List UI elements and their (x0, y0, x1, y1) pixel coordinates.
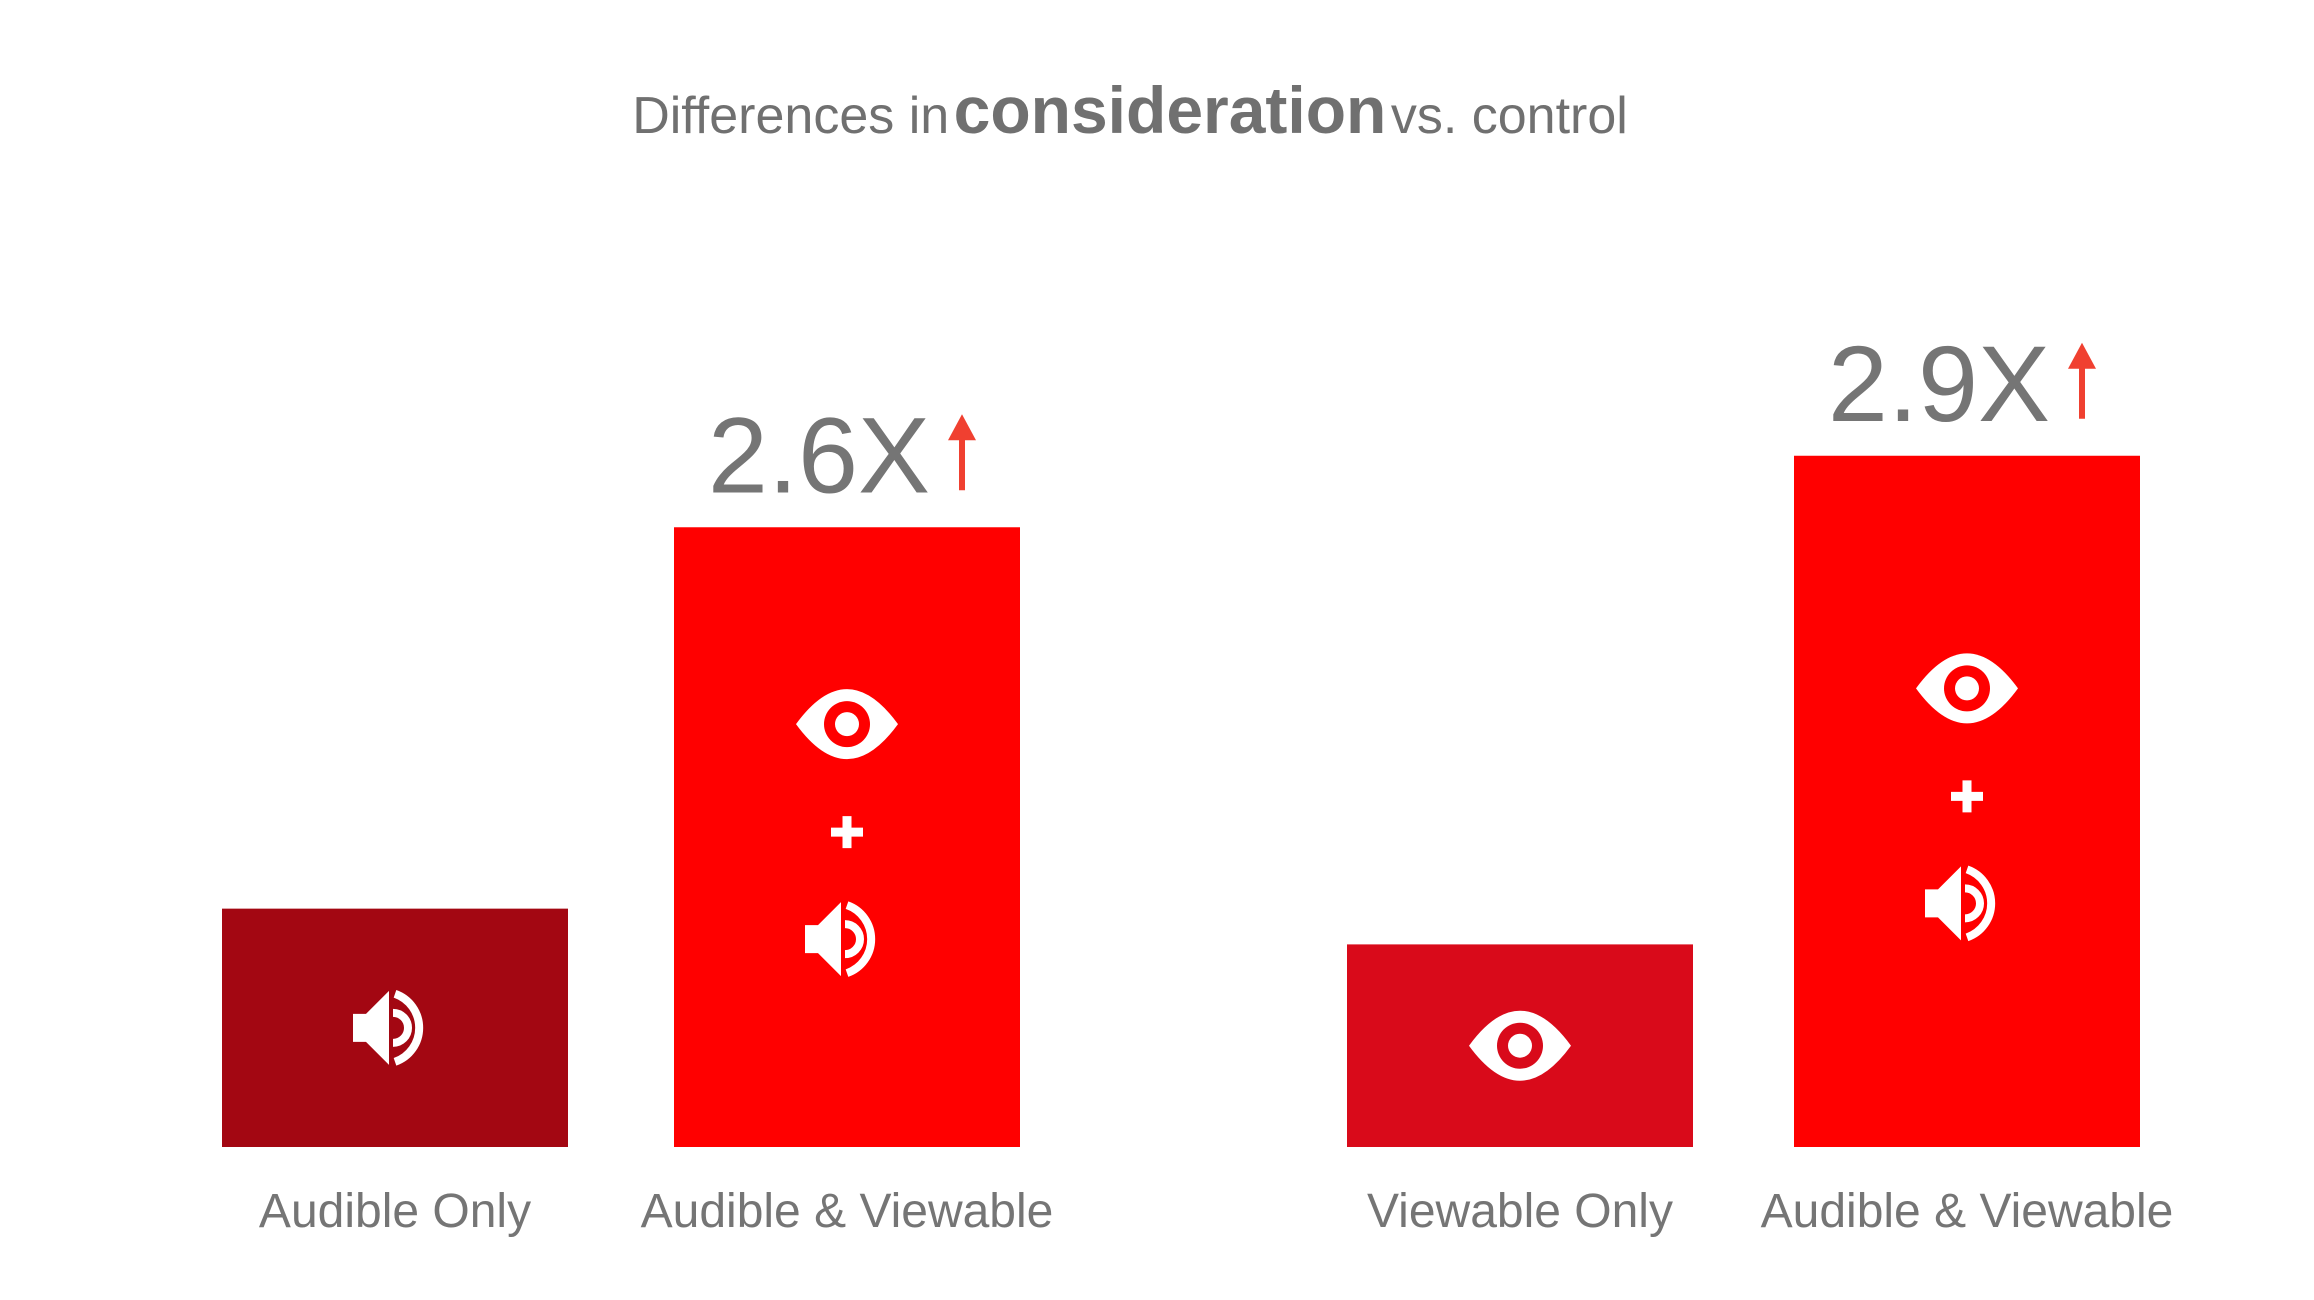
category-label: Audible Only (259, 1185, 531, 1238)
up-arrow-icon (948, 414, 976, 491)
category-label: Audible & Viewable (641, 1185, 1054, 1238)
bar-group (1794, 455, 2140, 1147)
category-label: Audible & Viewable (1761, 1185, 2174, 1238)
bar-group (222, 908, 568, 1147)
eye-icon (1916, 653, 2018, 724)
title-suffix: vs. control (1390, 87, 1628, 145)
category-label: Viewable Only (1367, 1185, 1673, 1238)
speaker-icon (353, 990, 424, 1066)
eye-icon (796, 689, 898, 760)
bar-group (674, 527, 1020, 1147)
bar-group (1347, 944, 1693, 1147)
plus-icon (831, 816, 863, 849)
title-prefix: Differences in (632, 87, 950, 145)
data-label: 2.6X (708, 394, 930, 515)
eye-icon (1469, 1010, 1571, 1081)
bar (222, 908, 568, 1147)
data-label: 2.9X (1828, 323, 2050, 444)
speaker-icon (1925, 865, 1996, 942)
speaker-icon (805, 901, 876, 977)
plus-icon (1951, 780, 1983, 813)
up-arrow-icon (2068, 342, 2096, 419)
title-emphasis: consideration (953, 73, 1387, 147)
chart-title: Differences in consideration vs. control (0, 72, 2260, 148)
